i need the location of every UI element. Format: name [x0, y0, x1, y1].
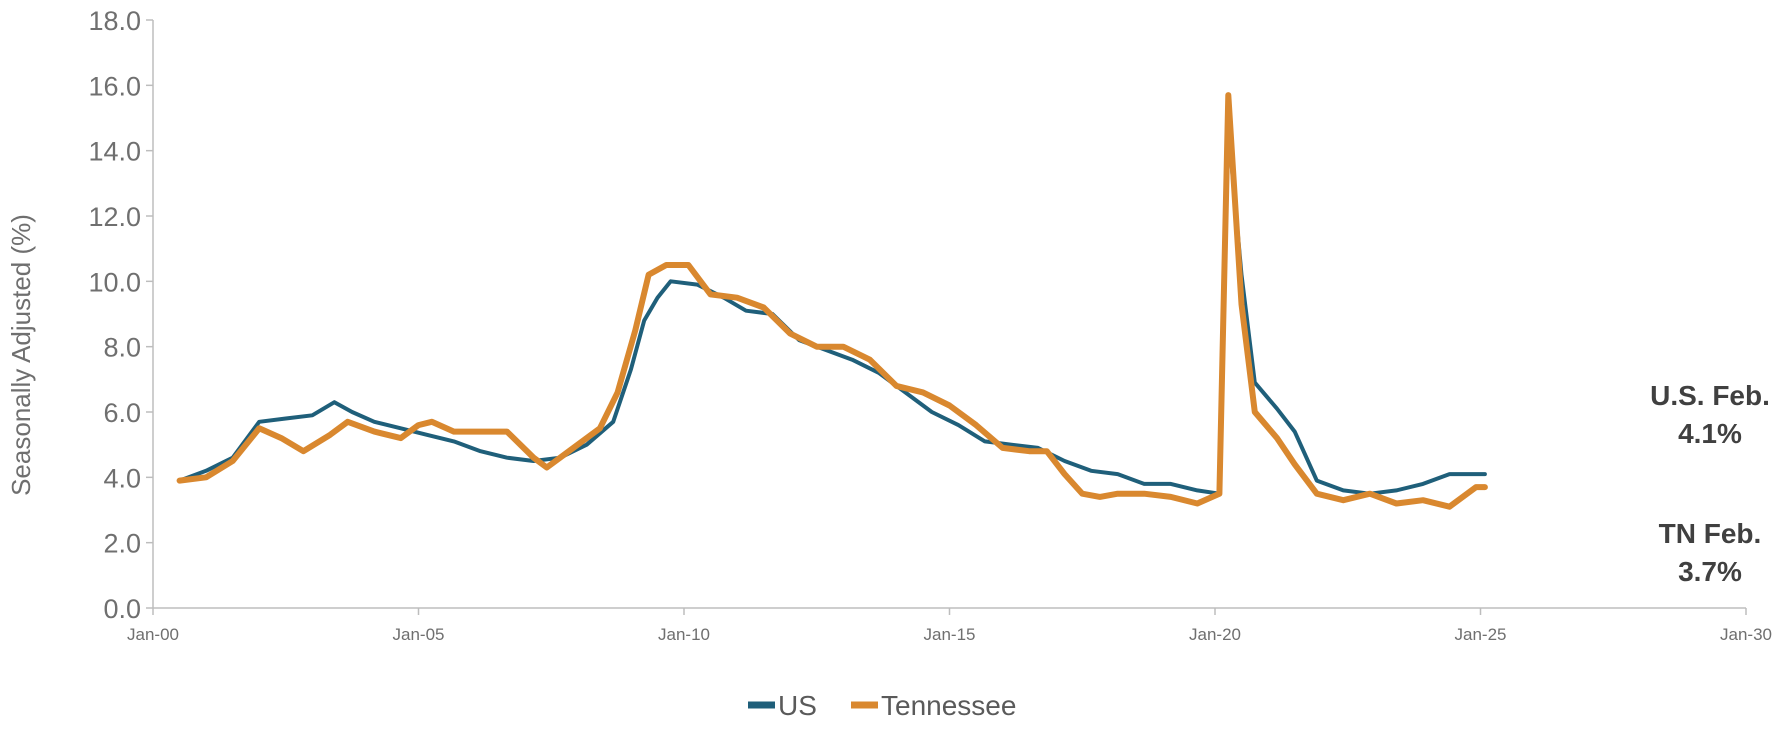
y-tick-label: 14.0 [88, 137, 141, 167]
y-axis-label: Seasonally Adjusted (%) [6, 214, 36, 496]
annotation-text: TN Feb. [1659, 518, 1762, 549]
legend-label: US [778, 690, 817, 721]
y-tick-label: 10.0 [88, 267, 141, 297]
x-tick-label: Jan-20 [1189, 625, 1241, 644]
annotation-text: 3.7% [1678, 556, 1742, 587]
x-tick-label: Jan-30 [1720, 625, 1772, 644]
annotation-text: U.S. Feb. [1650, 380, 1770, 411]
y-tick-label: 12.0 [88, 202, 141, 232]
annotations: U.S. Feb. 4.1% TN Feb. 3.7% [1650, 380, 1770, 587]
y-tick-label: 16.0 [88, 71, 141, 101]
x-ticks: Jan-00 Jan-05 Jan-10 Jan-15 Jan-20 Jan-25 Jan-… [127, 608, 1772, 644]
x-tick-label: Jan-05 [393, 625, 445, 644]
x-tick-label: Jan-00 [127, 625, 179, 644]
y-tick-label: 8.0 [103, 333, 141, 363]
axes: 0.0 2.0 4.0 6.0 8.0 10.0 12.0 14.0 16.0 18.0 Jan-… [88, 6, 1772, 644]
y-tick-label: 4.0 [103, 463, 141, 493]
y-tick-label: 18.0 [88, 6, 141, 36]
series-layer [176, 92, 1488, 510]
series-line-tennessee [176, 92, 1488, 510]
legend-label: Tennessee [881, 690, 1016, 721]
annotation-text: 4.1% [1678, 418, 1742, 449]
x-tick-label: Jan-25 [1455, 625, 1507, 644]
y-tick-label: 6.0 [103, 398, 141, 428]
y-tick-label: 2.0 [103, 529, 141, 559]
x-tick-label: Jan-10 [658, 625, 710, 644]
legend: US Tennessee [748, 690, 1016, 721]
x-tick-label: Jan-15 [924, 625, 976, 644]
series-line-us [177, 125, 1487, 496]
y-tick-label: 0.0 [103, 594, 141, 624]
y-ticks: 0.0 2.0 4.0 6.0 8.0 10.0 12.0 14.0 16.0 18.0 [88, 6, 153, 624]
